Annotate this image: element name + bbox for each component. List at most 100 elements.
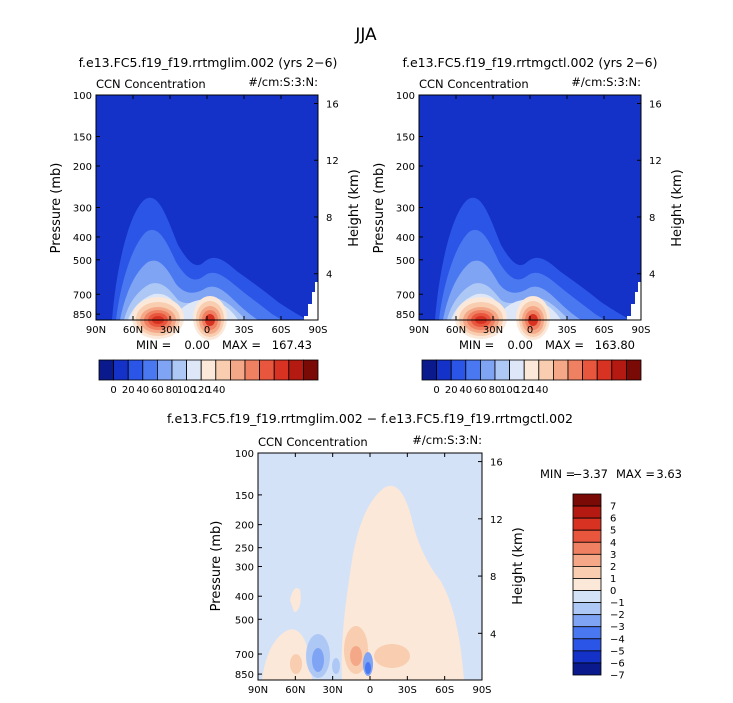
max-value: 167.43 [272,338,312,352]
colorbar-box [229,359,246,381]
colorbar-label: 80 [489,385,502,396]
x-tick-label: 60N [123,325,143,336]
max-label: MAX = [616,467,655,481]
y-tick-label: 500 [396,256,415,267]
y2-tick-label: 8 [326,213,332,224]
min-label: MIN = [540,467,575,481]
y-tick-label: 300 [235,563,254,574]
y2-tick-label: 4 [649,270,655,281]
colorbar-label: 80 [166,385,179,396]
y2-tick-label: 16 [649,100,662,111]
colorbar-box [215,359,231,381]
colorbar-label: 100 [500,385,519,396]
min-label: MIN = [459,338,494,352]
positive-anomaly-band [341,485,464,680]
colorbar-label: −5 [610,646,625,657]
y2-axis-label: Height (km) [511,527,526,604]
y-ticks: 100 150 200 250 300 400 500 700 850 [235,449,262,681]
y-tick-label: 300 [396,204,415,215]
contour-fill [262,485,464,680]
plot-area [257,452,483,681]
colorbar-box [479,359,496,381]
colorbar-box [572,529,602,543]
colorbar-box [259,359,275,381]
y-tick-label: 850 [396,310,415,321]
y-tick-label: 200 [73,162,92,173]
y2-axis-label: Height (km) [347,169,362,246]
contour-fill [435,197,631,340]
panel-title: f.e13.FC5.f19_f19.rrtmglim.002 − f.e13.F… [167,411,573,426]
y-axis-label: Pressure (mb) [209,521,224,612]
x-tick-label: 0 [367,685,373,696]
negative-core-2 [312,648,324,672]
y-axis-label: Pressure (mb) [49,163,64,254]
y2-tick-label: 16 [490,458,503,469]
x-tick-label: 60S [271,325,290,336]
min-value: −3.37 [573,467,608,481]
y-tick-label: 700 [235,650,254,661]
colorbar-box [572,578,602,591]
y-tick-label: 700 [73,290,92,301]
y2-tick-label: 8 [649,213,655,224]
x-tick-label: 0 [204,325,210,336]
y2-axis-label: Height (km) [670,169,685,246]
panel-title: f.e13.FC5.f19_f19.rrtmglim.002 (yrs 2−6) [79,55,338,70]
colorbar-label: 60 [151,385,164,396]
colorbar-box [273,359,290,381]
panel-title: f.e13.FC5.f19_f19.rrtmgctl.002 (yrs 2−6) [403,55,658,70]
panel-top-right: f.e13.FC5.f19_f19.rrtmgctl.002 (yrs 2−6)… [372,55,685,396]
colorbar-box [186,359,202,381]
max-value: 3.63 [656,467,682,481]
x-tick-label: 60N [285,685,305,696]
y2-tick-label: 16 [326,100,339,111]
x-tick-label: 90N [248,685,268,696]
colorbar-box [553,359,569,381]
colorbar-box [611,359,627,381]
colorbar-box [509,359,525,381]
y-tick-label: 850 [235,670,254,681]
x-tick-label: 90S [631,325,650,336]
min-value: 0.00 [507,338,533,352]
units-label: #/cm:S:3:N: [248,75,318,89]
y2-tick-label: 12 [649,156,662,167]
colorbar-box [572,590,602,603]
min-value: 0.00 [184,338,210,352]
colorbar-label: −2 [610,610,625,621]
y-tick-label: 400 [73,233,92,244]
colorbar-box [572,541,602,555]
panel-difference: f.e13.FC5.f19_f19.rrtmglim.002 − f.e13.F… [167,411,682,696]
colorbar-label: 6 [610,514,616,525]
colorbar-box [572,614,602,628]
y-tick-label: 250 [235,544,254,555]
plot-area [95,94,319,340]
colorbar-label: 0 [610,586,616,597]
colorbar-label: 20 [445,385,458,396]
y-ticks: 100 150 200 300 400 500 700 850 [73,91,100,321]
colorbar-label: −3 [610,622,625,633]
colorbar-label: −1 [610,598,625,609]
y-tick-label: 500 [235,615,254,626]
colorbar-box [171,359,188,381]
positive-anomaly-upper [290,588,301,612]
x-tick-label: 60N [446,325,466,336]
colorbar-box [113,359,129,381]
y-tick-label: 400 [235,592,254,603]
y-tick-label: 150 [396,133,415,144]
x-tick-label: 90N [86,325,106,336]
units-label: #/cm:S:3:N: [571,75,641,89]
y-tick-label: 200 [396,162,415,173]
y2-ticks: 16 12 8 4 [314,100,339,281]
x-tick-label: 60S [435,685,454,696]
y-tick-label: 200 [235,521,254,532]
colorbar-box [523,359,540,381]
colorbar-box [572,553,602,567]
colorbar-box [572,638,602,652]
max-label: MAX = [545,338,584,352]
y-tick-label: 300 [73,204,92,215]
x-ticks: 90N 60N 30N 0 30S 60S 90S [86,95,328,336]
colorbar-box [538,359,554,381]
colorbar-label: 120 [515,385,534,396]
y2-tick-label: 4 [326,270,332,281]
